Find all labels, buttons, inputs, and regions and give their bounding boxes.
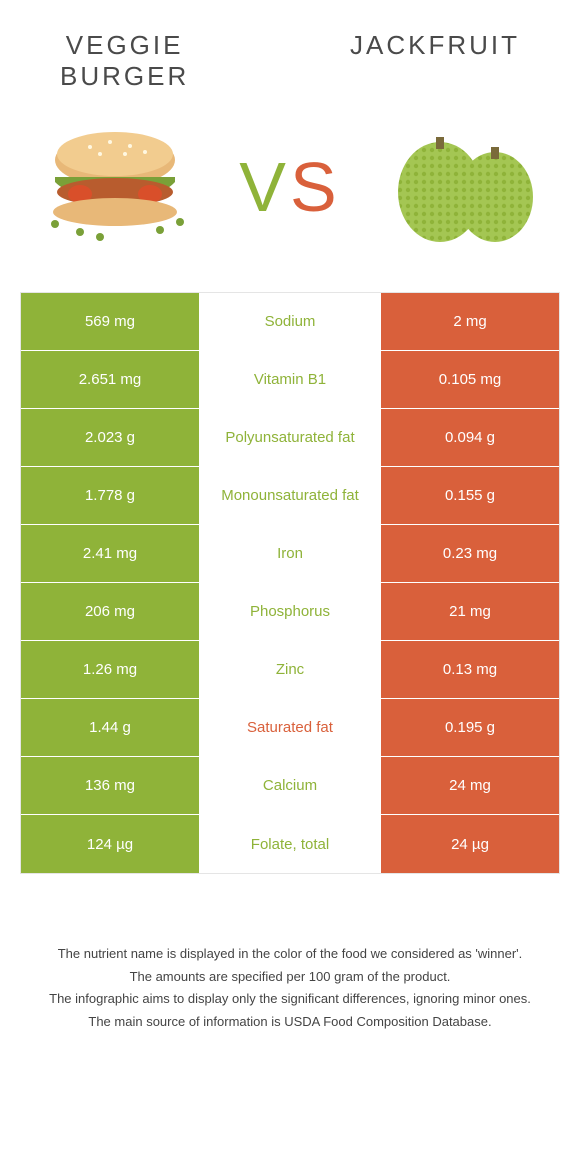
veggie-burger-image	[30, 122, 200, 252]
footnote-line: The main source of information is USDA F…	[30, 1012, 550, 1032]
right-value: 21 mg	[379, 583, 559, 640]
left-food-title: Veggie burger	[60, 30, 189, 92]
nutrient-label: Monounsaturated fat	[201, 467, 379, 524]
table-row: 1.44 gSaturated fat0.195 g	[21, 699, 559, 757]
right-value: 2 mg	[379, 293, 559, 350]
right-value: 24 mg	[379, 757, 559, 814]
left-value: 136 mg	[21, 757, 201, 814]
left-value: 1.44 g	[21, 699, 201, 756]
nutrient-label: Zinc	[201, 641, 379, 698]
nutrient-label: Folate, total	[201, 815, 379, 873]
vs-v: V	[239, 148, 290, 226]
left-value: 1.778 g	[21, 467, 201, 524]
left-value: 206 mg	[21, 583, 201, 640]
table-row: 124 µgFolate, total24 µg	[21, 815, 559, 873]
jackfruit-image	[380, 122, 550, 252]
footnotes: The nutrient name is displayed in the co…	[30, 944, 550, 1031]
right-value: 0.155 g	[379, 467, 559, 524]
nutrient-label: Phosphorus	[201, 583, 379, 640]
table-row: 1.778 gMonounsaturated fat0.155 g	[21, 467, 559, 525]
table-row: 136 mgCalcium24 mg	[21, 757, 559, 815]
table-row: 2.023 gPolyunsaturated fat0.094 g	[21, 409, 559, 467]
left-value: 1.26 mg	[21, 641, 201, 698]
right-value: 0.105 mg	[379, 351, 559, 408]
left-value: 124 µg	[21, 815, 201, 873]
table-row: 1.26 mgZinc0.13 mg	[21, 641, 559, 699]
left-value: 2.023 g	[21, 409, 201, 466]
left-value: 569 mg	[21, 293, 201, 350]
footnote-line: The nutrient name is displayed in the co…	[30, 944, 550, 964]
table-row: 2.651 mgVitamin B10.105 mg	[21, 351, 559, 409]
nutrient-label: Sodium	[201, 293, 379, 350]
right-value: 0.195 g	[379, 699, 559, 756]
nutrient-label: Saturated fat	[201, 699, 379, 756]
right-value: 0.094 g	[379, 409, 559, 466]
vs-s: S	[290, 148, 341, 226]
table-row: 569 mgSodium2 mg	[21, 293, 559, 351]
nutrient-label: Iron	[201, 525, 379, 582]
footnote-line: The infographic aims to display only the…	[30, 989, 550, 1009]
right-value: 0.13 mg	[379, 641, 559, 698]
left-value: 2.41 mg	[21, 525, 201, 582]
header: Veggie burger Jackfruit	[0, 0, 580, 102]
right-value: 0.23 mg	[379, 525, 559, 582]
right-food-title: Jackfruit	[350, 30, 520, 92]
vs-label: VS	[239, 147, 340, 227]
right-value: 24 µg	[379, 815, 559, 873]
left-value: 2.651 mg	[21, 351, 201, 408]
table-row: 206 mgPhosphorus21 mg	[21, 583, 559, 641]
table-row: 2.41 mgIron0.23 mg	[21, 525, 559, 583]
nutrient-label: Calcium	[201, 757, 379, 814]
images-row: VS	[0, 102, 580, 282]
comparison-table: 569 mgSodium2 mg2.651 mgVitamin B10.105 …	[20, 292, 560, 874]
footnote-line: The amounts are specified per 100 gram o…	[30, 967, 550, 987]
nutrient-label: Polyunsaturated fat	[201, 409, 379, 466]
nutrient-label: Vitamin B1	[201, 351, 379, 408]
